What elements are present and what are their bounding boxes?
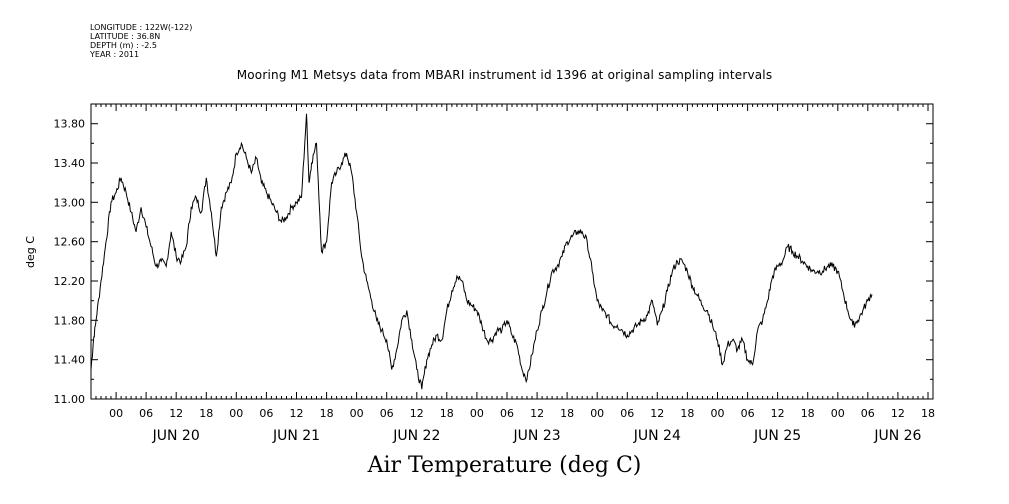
x-tick-label: 18 [680,407,694,420]
x-tick-label: 18 [801,407,815,420]
x-axis-label: Air Temperature (deg C) [367,453,642,478]
x-tick-label: 12 [290,407,304,420]
axis-ticks [90,103,934,400]
chart-title: Mooring M1 Metsys data from MBARI instru… [236,68,773,82]
x-tick-label: 06 [259,407,273,420]
day-label: JUN 25 [753,428,801,444]
x-tick-label: 06 [741,407,755,420]
x-tick-label: 18 [320,407,334,420]
x-tick-label: 00 [590,407,604,420]
x-tick-label: 12 [169,407,183,420]
day-label: JUN 23 [513,428,561,444]
x-tick-label: 18 [199,407,213,420]
year-label: YEAR : 2011 [90,50,140,59]
x-tick-label: 00 [229,407,243,420]
x-tick-label: 06 [500,407,514,420]
y-tick-labels: 11.00 11.40 11.80 12.20 12.60 13.00 13.40 13.80 [54,118,86,406]
x-tick-label: 00 [711,407,725,420]
x-tick-label: 00 [831,407,845,420]
x-tick-label: 18 [560,407,574,420]
x-tick-label: 06 [139,407,153,420]
x-tick-label: 00 [109,407,123,420]
y-tick-label: 13.00 [54,196,86,209]
mooring-metadata: LONGITUDE : 122W(-122) LATITUDE : 36.8N … [90,23,192,59]
y-tick-label: 13.80 [54,118,86,131]
day-label: JUN 20 [152,428,200,444]
x-tick-label: 12 [530,407,544,420]
day-label: JUN 21 [272,428,320,444]
x-tick-label: 12 [410,407,424,420]
day-labels: JUN 20 JUN 21 JUN 22 JUN 23 JUN 24 JUN 25 JUN … [152,428,922,444]
x-tick-label: 12 [771,407,785,420]
x-tick-label: 06 [861,407,875,420]
series-line-air-temperature [90,113,873,390]
x-tick-label: 12 [891,407,905,420]
day-label: JUN 22 [392,428,440,444]
y-tick-label: 12.60 [54,236,86,249]
x-tick-label: 18 [440,407,454,420]
x-tick-label: 06 [620,407,634,420]
y-axis-label: deg C [24,236,37,268]
y-tick-label: 12.20 [54,275,86,288]
x-tick-label: 12 [650,407,664,420]
depth-label: DEPTH (m) : -2.5 [90,41,157,50]
day-label: JUN 24 [633,428,681,444]
y-tick-label: 11.40 [54,354,86,367]
longitude-label: LONGITUDE : 122W(-122) [90,23,193,32]
y-tick-label: 11.00 [54,393,86,406]
x-tick-label: 18 [921,407,935,420]
day-label: JUN 26 [873,428,921,444]
latitude-label: LATITUDE : 36.8N [90,32,161,41]
y-tick-label: 11.80 [54,314,86,327]
x-tick-label: 00 [350,407,364,420]
x-tick-label: 06 [380,407,394,420]
x-tick-label: 00 [470,407,484,420]
y-tick-label: 13.40 [54,157,86,170]
x-tick-labels: 00 06 12 18 00 06 12 18 00 06 12 18 00 06 12 18 00 06 12 18… [109,407,935,420]
